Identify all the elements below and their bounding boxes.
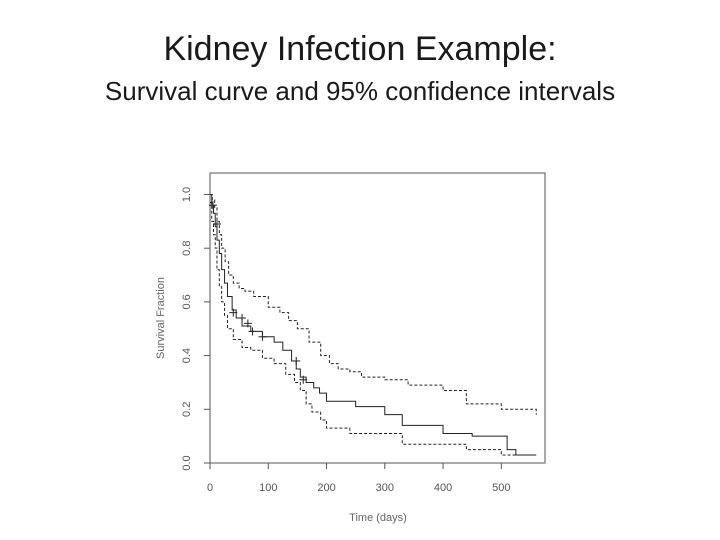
- censor-mark: [258, 332, 267, 341]
- y-axis-title: Survival Fraction: [155, 277, 167, 359]
- y-tick-label: 0.6: [181, 294, 193, 309]
- y-tick-label: 0.0: [181, 455, 193, 470]
- censor-mark: [238, 314, 247, 322]
- x-axis-title: Time (days): [349, 512, 407, 524]
- slide-subtitle: Survival curve and 95% confidence interv…: [104, 76, 616, 106]
- censor-mark: [243, 319, 252, 328]
- y-tick-label: 0.8: [181, 241, 193, 256]
- censor-mark: [299, 375, 308, 384]
- x-tick-label: 500: [492, 482, 510, 494]
- slide-title: Kidney Infection Example:: [163, 30, 557, 68]
- censor-marks: [208, 201, 308, 384]
- survival-curve-line: [210, 193, 537, 456]
- x-tick-label: 200: [317, 482, 335, 494]
- confidence-bound-line: [210, 193, 537, 415]
- confidence-bound-line: [210, 202, 537, 456]
- x-tick-label: 300: [376, 482, 394, 494]
- x-tick-label: 0: [207, 482, 213, 494]
- censor-mark: [208, 201, 217, 210]
- y-tick-label: 0.4: [181, 348, 193, 363]
- y-tick-label: 1.0: [181, 187, 193, 202]
- censor-mark: [248, 327, 257, 336]
- chart-axes: 0 100 200 300 400 500 0.0 0.2 0.4 0.6 0.8 1.0: [181, 187, 510, 494]
- y-tick-label: 0.2: [181, 402, 193, 417]
- x-tick-label: 400: [434, 482, 452, 494]
- chart-series: [210, 193, 537, 456]
- plot-frame: [209, 172, 546, 464]
- x-tick-label: 100: [259, 482, 277, 494]
- censor-mark: [292, 356, 301, 365]
- censor-mark: [229, 308, 238, 317]
- censor-mark: [212, 220, 221, 229]
